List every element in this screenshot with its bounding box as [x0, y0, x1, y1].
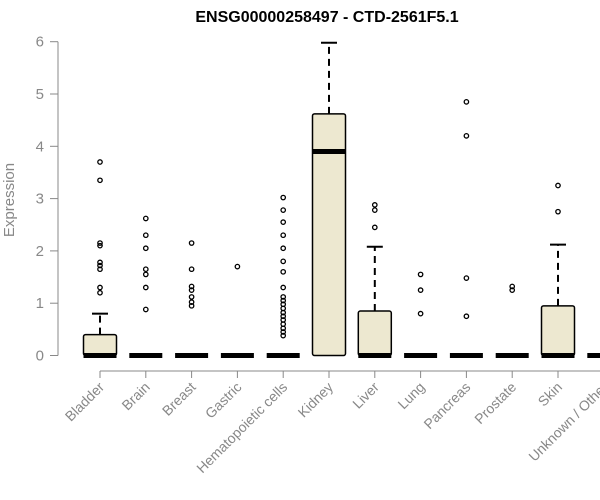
outlier-point	[371, 202, 378, 208]
box-group-lung	[404, 271, 438, 358]
box	[357, 310, 393, 357]
outlier-point	[142, 266, 149, 273]
outlier-point	[555, 208, 561, 215]
x-tick-label: Bladder	[62, 379, 108, 425]
outlier-point	[188, 287, 195, 293]
outlier-point	[97, 159, 103, 165]
outlier-point	[280, 317, 287, 323]
y-tick-label: 3	[36, 191, 44, 208]
outlier-point	[463, 313, 470, 320]
y-tick-label: 1	[36, 295, 44, 312]
box-group-hematopoietic-cells	[266, 194, 300, 358]
x-tick-label: Breast	[159, 379, 199, 419]
outlier-point	[142, 215, 149, 222]
outlier-point	[509, 283, 516, 290]
outlier-point	[97, 240, 103, 246]
outlier-point	[280, 232, 287, 239]
x-tick-label: Pancreas	[420, 379, 473, 432]
box-group-liver	[357, 202, 393, 358]
box-group-brain	[129, 215, 163, 358]
axes: 0 1 2 3 4 5 6	[36, 34, 600, 378]
x-tick-label: Hematopoietic cells	[193, 379, 290, 476]
outlier-point	[188, 294, 195, 300]
y-tick-label: 2	[36, 243, 44, 260]
outlier-point	[142, 306, 149, 313]
x-tick-label: Liver	[349, 379, 382, 412]
outlier-point	[234, 263, 241, 270]
outlier-point	[463, 275, 470, 281]
x-tick-label: Lung	[394, 379, 427, 412]
outlier-point	[280, 284, 287, 291]
chart-title: ENSG00000258497 - CTD-2561F5.1	[195, 9, 458, 26]
box	[82, 333, 118, 357]
outlier-point	[280, 207, 287, 213]
outlier-point	[97, 242, 103, 249]
y-tick-label: 4	[36, 138, 44, 155]
outlier-point	[371, 224, 378, 231]
x-tick-label: Brain	[118, 379, 152, 413]
x-tick-label: Gastric	[202, 379, 245, 422]
outlier-point	[142, 284, 149, 291]
y-tick-label: 5	[36, 86, 44, 103]
outlier-point	[97, 259, 103, 266]
outlier-point	[97, 266, 103, 273]
outlier-point	[188, 240, 195, 246]
outlier-point	[142, 232, 149, 239]
outlier-point	[97, 284, 103, 291]
outlier-point	[188, 283, 195, 290]
box	[311, 113, 347, 357]
outlier-point	[188, 302, 195, 309]
outlier-point	[280, 301, 287, 308]
outlier-point	[463, 132, 470, 139]
x-tick-label: Skin	[535, 379, 566, 410]
box-group-breast	[175, 240, 209, 358]
outlier-point	[417, 271, 424, 278]
boxes-layer	[82, 41, 600, 358]
outlier-point	[509, 287, 516, 293]
outlier-point	[463, 98, 470, 105]
y-tick-label: 6	[36, 34, 44, 51]
outlier-point	[97, 262, 103, 269]
outlier-point	[188, 266, 195, 273]
outlier-point	[280, 258, 287, 265]
outlier-point	[188, 299, 195, 306]
x-tick-label: Kidney	[295, 379, 337, 421]
box-group-bladder	[82, 159, 118, 358]
outlier-point	[417, 310, 424, 317]
outlier-point	[142, 245, 149, 252]
box-group-skin	[540, 182, 576, 358]
outlier-point	[280, 329, 287, 335]
outlier-point	[280, 294, 287, 300]
outlier-point	[555, 182, 561, 189]
outlier-point	[280, 194, 287, 201]
outlier-point	[280, 268, 287, 275]
outlier-point	[280, 313, 287, 320]
x-tick-label: Prostate	[471, 379, 519, 427]
outlier-point	[417, 287, 424, 293]
y-tick-label: 0	[36, 348, 44, 365]
outlier-point	[280, 245, 287, 252]
outlier-point	[142, 271, 149, 278]
outlier-point	[371, 207, 378, 213]
outlier-point	[280, 332, 287, 339]
box-group-unknown-other	[587, 353, 600, 358]
box	[540, 305, 576, 357]
box-group-pancreas	[449, 98, 483, 358]
box-group-kidney	[311, 41, 347, 357]
outlier-point	[97, 177, 103, 184]
box-group-gastric	[220, 263, 254, 358]
y-axis-label: Expression	[1, 163, 18, 237]
outlier-point	[97, 289, 103, 296]
outlier-point	[280, 219, 287, 225]
outlier-point	[280, 297, 287, 304]
box-group-prostate	[495, 283, 529, 358]
